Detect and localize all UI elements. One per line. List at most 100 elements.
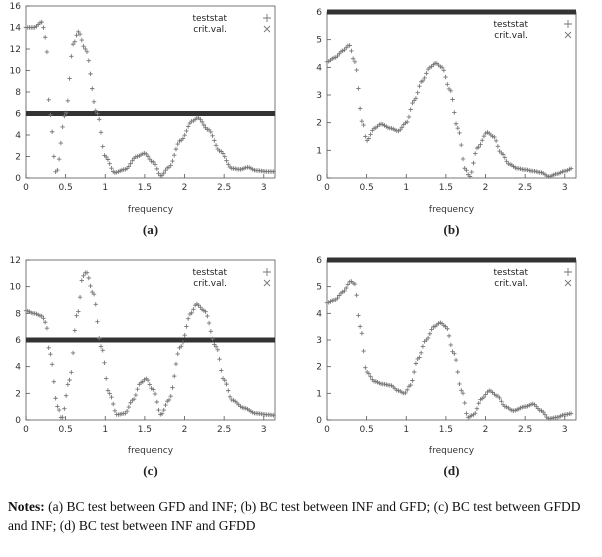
teststat-point <box>422 75 427 81</box>
teststat-point <box>55 404 60 409</box>
teststat-point <box>457 130 462 136</box>
teststat-point <box>79 37 84 43</box>
teststat-point <box>399 125 405 130</box>
teststat-point <box>352 59 358 65</box>
legend-label: teststat <box>493 20 528 30</box>
teststat-point <box>93 302 98 307</box>
teststat-point <box>104 376 109 381</box>
teststat-point <box>105 388 111 393</box>
chart-panel-b: 0 1 2 3 4 5 6 0 0.5 1 1.5 2 2.5 3 frequency teststat cri… <box>301 0 602 242</box>
teststat-point <box>417 83 422 89</box>
y-tick-label: 3 <box>316 91 322 101</box>
notes-text: (a) BC test between GFD and INF; (b) BC … <box>8 499 581 533</box>
teststat-point <box>467 174 473 179</box>
teststat-point <box>42 320 48 325</box>
teststat-point <box>368 132 373 137</box>
teststat-point <box>459 142 464 148</box>
teststat-point <box>408 107 413 112</box>
teststat-point <box>152 162 158 167</box>
teststat-point <box>410 378 415 383</box>
teststat-point <box>205 313 210 319</box>
teststat-point <box>198 117 203 122</box>
teststat-point <box>349 48 354 54</box>
y-tick-label: 4 <box>15 131 21 141</box>
y-tick-label: 5 <box>316 283 322 293</box>
teststat-point <box>44 49 50 55</box>
teststat-point <box>413 361 419 366</box>
legend-label: crit.val. <box>193 279 227 289</box>
teststat-point <box>145 378 151 383</box>
y-tick-label: 3 <box>316 336 322 346</box>
teststat-point <box>357 106 363 111</box>
teststat-point <box>109 166 114 171</box>
legend-cross-marker <box>564 279 572 287</box>
x-tick-label: 2 <box>182 183 188 193</box>
teststat-point <box>356 86 361 91</box>
teststat-point <box>112 408 118 413</box>
teststat-point <box>361 348 366 354</box>
teststat-point <box>474 406 480 411</box>
teststat-point <box>354 67 359 73</box>
teststat-point <box>161 170 166 176</box>
legend-plus-marker <box>263 14 271 22</box>
teststat-point <box>180 340 186 345</box>
teststat-point <box>91 291 97 297</box>
legend-plus-marker <box>564 268 572 276</box>
teststat-point <box>79 278 84 283</box>
teststat-series <box>324 43 574 179</box>
teststat-point <box>363 365 368 370</box>
x-tick-label: 0.5 <box>58 425 72 435</box>
teststat-point <box>110 401 116 407</box>
teststat-point <box>65 382 71 387</box>
x-tick-label: 0.5 <box>58 183 72 193</box>
teststat-point <box>133 392 139 398</box>
teststat-point <box>62 406 67 411</box>
plot-frame <box>25 5 276 179</box>
teststat-point <box>217 356 222 362</box>
teststat-point <box>39 313 44 319</box>
y-tick-label: 0 <box>15 416 21 426</box>
teststat-point <box>70 350 76 356</box>
legend-cross-marker <box>263 25 271 33</box>
x-axis-label: frequency <box>429 446 475 456</box>
teststat-point <box>366 136 372 141</box>
y-tick-label: 0 <box>15 174 21 184</box>
teststat-point <box>473 151 478 156</box>
teststat-point <box>152 391 158 397</box>
teststat-point <box>154 166 159 172</box>
teststat-point <box>184 128 189 134</box>
teststat-point <box>62 113 67 119</box>
teststat-point <box>131 396 137 402</box>
teststat-point <box>469 169 474 175</box>
teststat-point <box>173 361 179 367</box>
y-tick-label: 14 <box>10 24 22 34</box>
teststat-point <box>363 134 368 139</box>
legend-label: crit.val. <box>494 31 528 41</box>
teststat-point <box>455 369 460 375</box>
x-tick-label: 1 <box>403 183 409 193</box>
teststat-point <box>495 144 501 149</box>
teststat-point <box>77 32 83 37</box>
x-tick-label: 2.5 <box>217 183 231 193</box>
y-tick-label: 1 <box>316 146 322 156</box>
teststat-point <box>72 328 78 333</box>
teststat-point <box>568 411 574 416</box>
teststat-point <box>452 351 457 356</box>
teststat-point <box>405 119 410 125</box>
teststat-point <box>41 25 46 30</box>
teststat-point <box>427 331 433 336</box>
teststat-point <box>70 42 76 47</box>
teststat-point <box>76 309 81 314</box>
teststat-point <box>500 152 506 157</box>
teststat-point <box>206 320 212 326</box>
teststat-point <box>81 43 86 49</box>
teststat-point <box>48 351 53 357</box>
teststat-point <box>199 119 205 125</box>
teststat-point <box>227 394 233 400</box>
teststat-point <box>109 395 114 400</box>
teststat-point <box>135 386 140 392</box>
teststat-point <box>147 382 153 387</box>
teststat-point <box>222 378 227 383</box>
teststat-point <box>126 404 132 410</box>
teststat-point <box>74 33 79 38</box>
